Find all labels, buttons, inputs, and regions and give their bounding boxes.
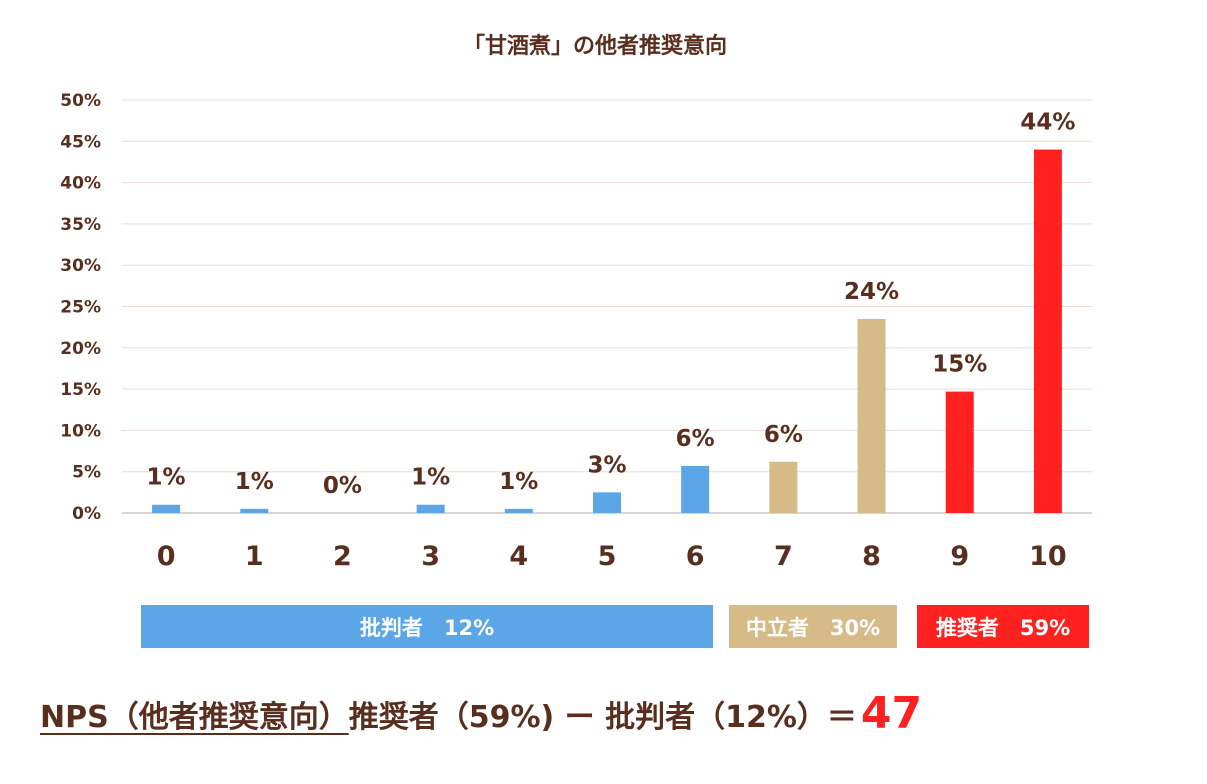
data-label: 15% — [932, 352, 987, 378]
y-tick-label: 20% — [60, 339, 101, 359]
group-bar-promoters: 推奨者 59% — [917, 605, 1089, 648]
x-tick-label: 9 — [950, 541, 969, 572]
data-label: 1% — [147, 465, 186, 491]
data-label: 1% — [499, 469, 538, 495]
y-tick-label: 15% — [60, 380, 101, 400]
bar — [681, 465, 710, 513]
y-tick-label: 50% — [60, 91, 101, 111]
x-tick-label: 7 — [774, 541, 793, 572]
nps-formula: NPS（他者推奨意向） 推奨者（59%) ー 批判者（12%）＝ 47 — [40, 692, 922, 736]
bar — [857, 318, 886, 513]
x-tick-label: 10 — [1029, 541, 1067, 572]
nps-formula-label: NPS（他者推奨意向） — [40, 700, 349, 735]
x-tick-label: 2 — [333, 541, 352, 572]
y-tick-label: 5% — [72, 463, 101, 483]
bar — [240, 508, 269, 513]
data-label: 1% — [235, 469, 274, 495]
nps-formula-expression: 推奨者（59%) ー 批判者（12%）＝ — [348, 700, 857, 735]
y-tick-label: 10% — [60, 421, 101, 441]
y-tick-label: 0% — [72, 504, 101, 524]
x-tick-label: 0 — [157, 541, 176, 572]
x-tick-label: 8 — [862, 541, 881, 572]
x-tick-label: 1 — [245, 541, 264, 572]
data-label: 3% — [587, 452, 626, 478]
group-bar-detractors: 批判者 12% — [141, 605, 713, 648]
y-tick-label: 40% — [60, 174, 101, 194]
y-tick-label: 30% — [60, 256, 101, 276]
bar — [152, 504, 181, 513]
data-label: 24% — [844, 279, 899, 305]
nps-value: 47 — [860, 688, 923, 739]
x-tick-label: 4 — [509, 541, 528, 572]
x-tick-label: 3 — [421, 541, 440, 572]
bar-chart: 0%5%10%15%20%25%30%35%40%45%50%1%01%10%2… — [60, 91, 1092, 572]
y-tick-label: 25% — [60, 298, 101, 318]
y-tick-label: 35% — [60, 215, 101, 235]
group-bar-passives: 中立者 30% — [729, 605, 897, 648]
bar — [416, 504, 445, 513]
data-label: 6% — [764, 422, 803, 448]
bar — [593, 492, 621, 513]
bar — [504, 508, 533, 513]
y-tick-label: 45% — [60, 132, 101, 152]
data-label: 44% — [1020, 110, 1075, 136]
data-label: 0% — [323, 473, 362, 499]
data-label: 6% — [676, 426, 715, 452]
x-tick-label: 5 — [598, 541, 617, 572]
bar — [769, 461, 798, 513]
bar — [1033, 149, 1062, 513]
x-tick-label: 6 — [686, 541, 705, 572]
data-label: 1% — [411, 465, 450, 491]
chart-title: 「甘酒煮」の他者推奨意向 — [462, 34, 727, 59]
bar — [945, 391, 974, 513]
